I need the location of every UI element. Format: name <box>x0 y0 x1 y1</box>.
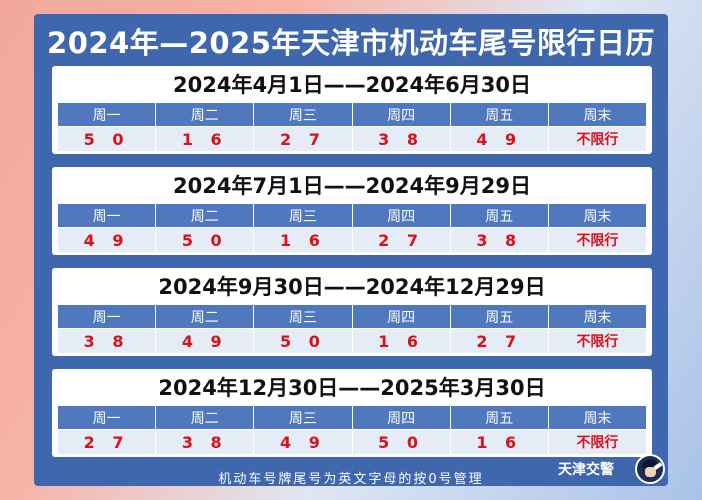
weekday-header-row: 周一 周二 周三 周四 周五 周末 <box>58 305 647 328</box>
restriction-weekend: 不限行 <box>548 329 647 353</box>
restriction-fri: 1 6 <box>450 430 549 454</box>
page-title: 2024年—2025年天津市机动车尾号限行日历 <box>47 26 655 60</box>
restriction-wed: 1 6 <box>254 228 353 252</box>
period-date-range: 2024年12月30日——2025年3月30日 <box>158 376 546 400</box>
publisher-logo-text: 天津交警 <box>558 462 614 478</box>
footer-note: 机动车号牌尾号为英文字母的按0号管理 <box>218 471 484 487</box>
weekday-tue: 周二 <box>156 406 255 429</box>
restriction-wed: 5 0 <box>254 329 353 353</box>
restriction-row: 4 9 5 0 1 6 2 7 3 8 不限行 <box>58 228 647 252</box>
period-date-range: 2024年7月1日——2024年9月29日 <box>173 174 531 198</box>
weekday-thu: 周四 <box>352 406 451 429</box>
restriction-row: 3 8 4 9 5 0 1 6 2 7 不限行 <box>58 329 647 353</box>
restriction-tue: 1 6 <box>156 127 255 151</box>
restriction-fri: 4 9 <box>450 127 549 151</box>
period-block-2: 2024年7月1日——2024年9月29日 周一 周二 周三 周四 周五 周末 … <box>52 167 652 255</box>
restriction-mon: 4 9 <box>58 228 157 252</box>
period-block-4: 2024年12月30日——2025年3月30日 周一 周二 周三 周四 周五 周… <box>52 369 652 457</box>
weekday-wed: 周三 <box>254 103 353 126</box>
restriction-tue: 5 0 <box>156 228 255 252</box>
weekday-header-row: 周一 周二 周三 周四 周五 周末 <box>58 204 647 227</box>
restriction-fri: 3 8 <box>450 228 549 252</box>
weekday-wed: 周三 <box>254 406 353 429</box>
weekday-thu: 周四 <box>352 204 451 227</box>
weekday-header-row: 周一 周二 周三 周四 周五 周末 <box>58 103 647 126</box>
period-date-range: 2024年4月1日——2024年6月30日 <box>173 73 531 97</box>
period-block-3: 2024年9月30日——2024年12月29日 周一 周二 周三 周四 周五 周… <box>52 268 652 356</box>
restriction-wed: 4 9 <box>254 430 353 454</box>
weekday-weekend: 周末 <box>548 204 647 227</box>
restriction-wed: 2 7 <box>254 127 353 151</box>
restriction-fri: 2 7 <box>450 329 549 353</box>
restriction-tue: 4 9 <box>156 329 255 353</box>
weekday-fri: 周五 <box>450 103 549 126</box>
restriction-thu: 5 0 <box>352 430 451 454</box>
weekday-weekend: 周末 <box>548 103 647 126</box>
restriction-tue: 3 8 <box>156 430 255 454</box>
calendar-panel: 2024年—2025年天津市机动车尾号限行日历 2024年4月1日——2024年… <box>34 14 668 487</box>
weekday-tue: 周二 <box>156 103 255 126</box>
weekday-mon: 周一 <box>58 103 157 126</box>
period-block-1: 2024年4月1日——2024年6月30日 周一 周二 周三 周四 周五 周末 … <box>52 66 652 154</box>
weekday-wed: 周三 <box>254 204 353 227</box>
weekday-fri: 周五 <box>450 406 549 429</box>
restriction-mon: 2 7 <box>58 430 157 454</box>
weekday-wed: 周三 <box>254 305 353 328</box>
restriction-weekend: 不限行 <box>548 228 647 252</box>
traffic-police-avatar-icon <box>635 454 665 484</box>
weekday-thu: 周四 <box>352 305 451 328</box>
restriction-mon: 5 0 <box>58 127 157 151</box>
weekday-weekend: 周末 <box>548 406 647 429</box>
restriction-mon: 3 8 <box>58 329 157 353</box>
restriction-thu: 2 7 <box>352 228 451 252</box>
weekday-mon: 周一 <box>58 305 157 328</box>
weekday-tue: 周二 <box>156 204 255 227</box>
weekday-weekend: 周末 <box>548 305 647 328</box>
weekday-fri: 周五 <box>450 204 549 227</box>
weekday-header-row: 周一 周二 周三 周四 周五 周末 <box>58 406 647 429</box>
restriction-row: 2 7 3 8 4 9 5 0 1 6 不限行 <box>58 430 647 454</box>
weekday-thu: 周四 <box>352 103 451 126</box>
restriction-weekend: 不限行 <box>548 430 647 454</box>
restriction-thu: 1 6 <box>352 329 451 353</box>
restriction-row: 5 0 1 6 2 7 3 8 4 9 不限行 <box>58 127 647 151</box>
period-date-range: 2024年9月30日——2024年12月29日 <box>158 275 546 299</box>
weekday-fri: 周五 <box>450 305 549 328</box>
restriction-thu: 3 8 <box>352 127 451 151</box>
weekday-mon: 周一 <box>58 406 157 429</box>
restriction-weekend: 不限行 <box>548 127 647 151</box>
weekday-tue: 周二 <box>156 305 255 328</box>
weekday-mon: 周一 <box>58 204 157 227</box>
